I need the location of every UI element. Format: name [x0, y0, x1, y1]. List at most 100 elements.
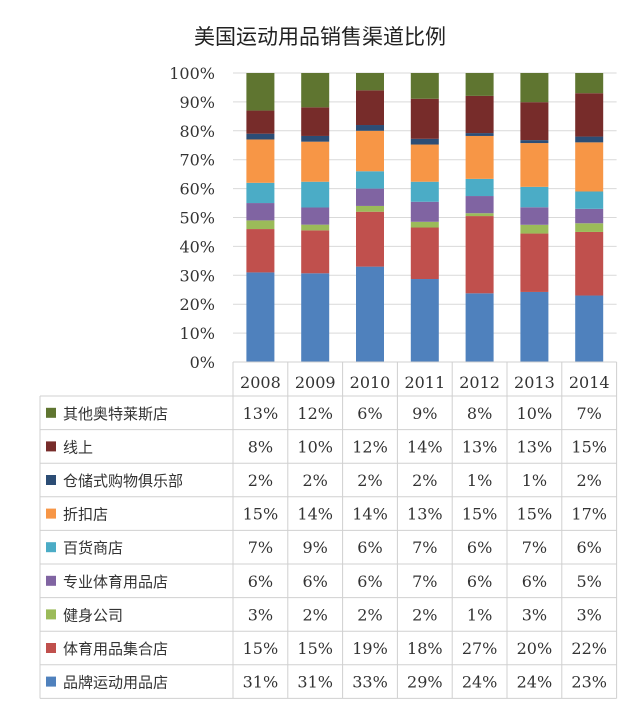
legend-label: 百货商店 — [63, 539, 123, 557]
table-cell: 17% — [571, 505, 607, 524]
table-cell: 8% — [248, 437, 273, 456]
table-cell: 12% — [297, 404, 333, 423]
table-cell: 23% — [571, 673, 607, 692]
table-cell: 6% — [467, 572, 492, 591]
y-tick-label: 80% — [179, 122, 215, 141]
table-cell: 2% — [412, 471, 437, 490]
bar-segment — [520, 233, 549, 292]
table-cell: 6% — [522, 572, 547, 591]
bar-segment — [246, 139, 275, 183]
table-cell: 3% — [248, 605, 273, 624]
bar-segment — [410, 221, 439, 228]
table-cell: 29% — [407, 673, 443, 692]
table-cell: 9% — [412, 404, 437, 423]
table-cell: 2% — [412, 605, 437, 624]
bar-segment — [246, 203, 275, 221]
legend-swatch — [46, 508, 56, 519]
bar-segment — [465, 196, 494, 214]
table-cell: 13% — [517, 437, 553, 456]
table-cell: 2% — [357, 471, 382, 490]
bar-segment — [575, 223, 604, 232]
bar-segment — [301, 141, 330, 182]
x-tick-label: 2009 — [295, 373, 336, 392]
bar-segment — [465, 95, 494, 134]
legend-swatch — [46, 441, 56, 452]
table-cell: 13% — [462, 437, 498, 456]
bar-segment — [575, 191, 604, 209]
legend-swatch — [46, 542, 56, 553]
bar-segment — [301, 230, 330, 274]
bar-segment — [410, 98, 439, 139]
table-cell: 3% — [522, 605, 547, 624]
bar-segment — [575, 73, 604, 94]
table-cell: 14% — [352, 505, 388, 524]
bar-segment — [465, 135, 494, 179]
table-cell: 1% — [467, 605, 492, 624]
bar-segment — [465, 213, 494, 217]
table-cell: 2% — [577, 471, 602, 490]
bar-segment — [356, 266, 384, 362]
legend-label: 仓储式购物俱乐部 — [63, 472, 183, 490]
bar-segment — [575, 295, 604, 362]
bar-segment — [301, 73, 330, 108]
table-cell: 2% — [303, 605, 328, 624]
table-cell: 6% — [357, 572, 382, 591]
bar-segment — [520, 186, 549, 208]
bar-segment — [356, 130, 384, 172]
bar-segment — [356, 73, 384, 91]
bar-segment — [520, 102, 549, 141]
bar-segment — [301, 224, 330, 231]
legend-label: 体育用品集合店 — [63, 640, 168, 658]
bar-segment — [246, 110, 275, 134]
bar-segment — [575, 136, 604, 143]
table-cell: 7% — [522, 538, 547, 557]
legend-label: 线上 — [63, 438, 93, 456]
x-tick-label: 2012 — [459, 373, 500, 392]
table-cell: 15% — [297, 639, 333, 658]
table-cell: 6% — [303, 572, 328, 591]
table-cell: 31% — [297, 673, 333, 692]
y-tick-label: 100% — [169, 64, 215, 83]
y-tick-label: 30% — [179, 266, 215, 285]
legend-label: 健身公司 — [63, 606, 123, 624]
bar-segment — [356, 125, 384, 131]
bar-segment — [301, 135, 330, 142]
legend-swatch — [46, 475, 56, 485]
bar-segment — [465, 73, 494, 96]
table-cell: 33% — [352, 673, 388, 692]
table-cell: 24% — [517, 673, 553, 692]
table-cell: 10% — [297, 437, 333, 456]
x-tick-label: 2010 — [350, 373, 391, 392]
bar-segment — [356, 188, 384, 206]
legend-swatch — [46, 609, 56, 620]
table-cell: 6% — [467, 538, 492, 557]
bar-segment — [465, 293, 494, 362]
legend-swatch — [46, 407, 56, 418]
table-cell: 12% — [352, 437, 388, 456]
bar-segment — [465, 216, 494, 294]
table-cell: 2% — [357, 605, 382, 624]
bar-segment — [246, 229, 275, 273]
bar-segment — [520, 73, 549, 103]
legend-label: 折扣店 — [63, 506, 108, 524]
y-tick-label: 50% — [179, 209, 215, 228]
bar-segment — [410, 279, 439, 362]
table-cell: 19% — [352, 639, 388, 658]
y-tick-label: 70% — [179, 151, 215, 170]
bar-segment — [301, 207, 330, 225]
table-cell: 13% — [243, 404, 279, 423]
table-cell: 8% — [467, 404, 492, 423]
table-cell: 14% — [407, 437, 443, 456]
table-cell: 3% — [577, 605, 602, 624]
x-tick-label: 2011 — [404, 373, 445, 392]
table-cell: 7% — [577, 404, 602, 423]
table-cell: 7% — [248, 538, 273, 557]
y-tick-label: 90% — [179, 93, 215, 112]
table-cell: 6% — [357, 538, 382, 557]
bar-segment — [356, 211, 384, 267]
bar-segment — [246, 133, 275, 140]
table-cell: 10% — [517, 404, 553, 423]
legend-label: 其他奥特莱斯店 — [63, 405, 168, 423]
table-cell: 7% — [412, 538, 437, 557]
